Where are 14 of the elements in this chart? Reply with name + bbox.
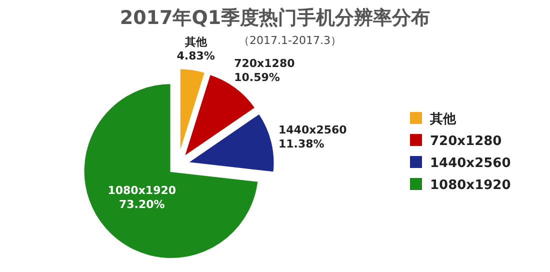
data-label: 73.20%	[118, 198, 165, 212]
data-label: 4.83%	[176, 49, 215, 62]
legend-label: 1080x1920	[430, 178, 511, 193]
legend-label: 其他	[429, 112, 457, 127]
legend-label: 1440x2560	[430, 156, 511, 171]
slice-label: 720x1280	[234, 57, 296, 70]
chart-subtitle: （2017.1-2017.3）	[238, 34, 342, 47]
slice-label: 其他	[184, 35, 208, 48]
data-label: 10.59%	[234, 71, 280, 84]
chart-title: 2017年Q1季度热门手机分辨率分布	[120, 7, 430, 29]
slice-label: 1080x1920	[108, 184, 176, 198]
slice-label: 1440x2560	[278, 123, 348, 136]
legend-label: 720x1280	[430, 134, 502, 149]
data-label: 11.38%	[278, 137, 324, 150]
